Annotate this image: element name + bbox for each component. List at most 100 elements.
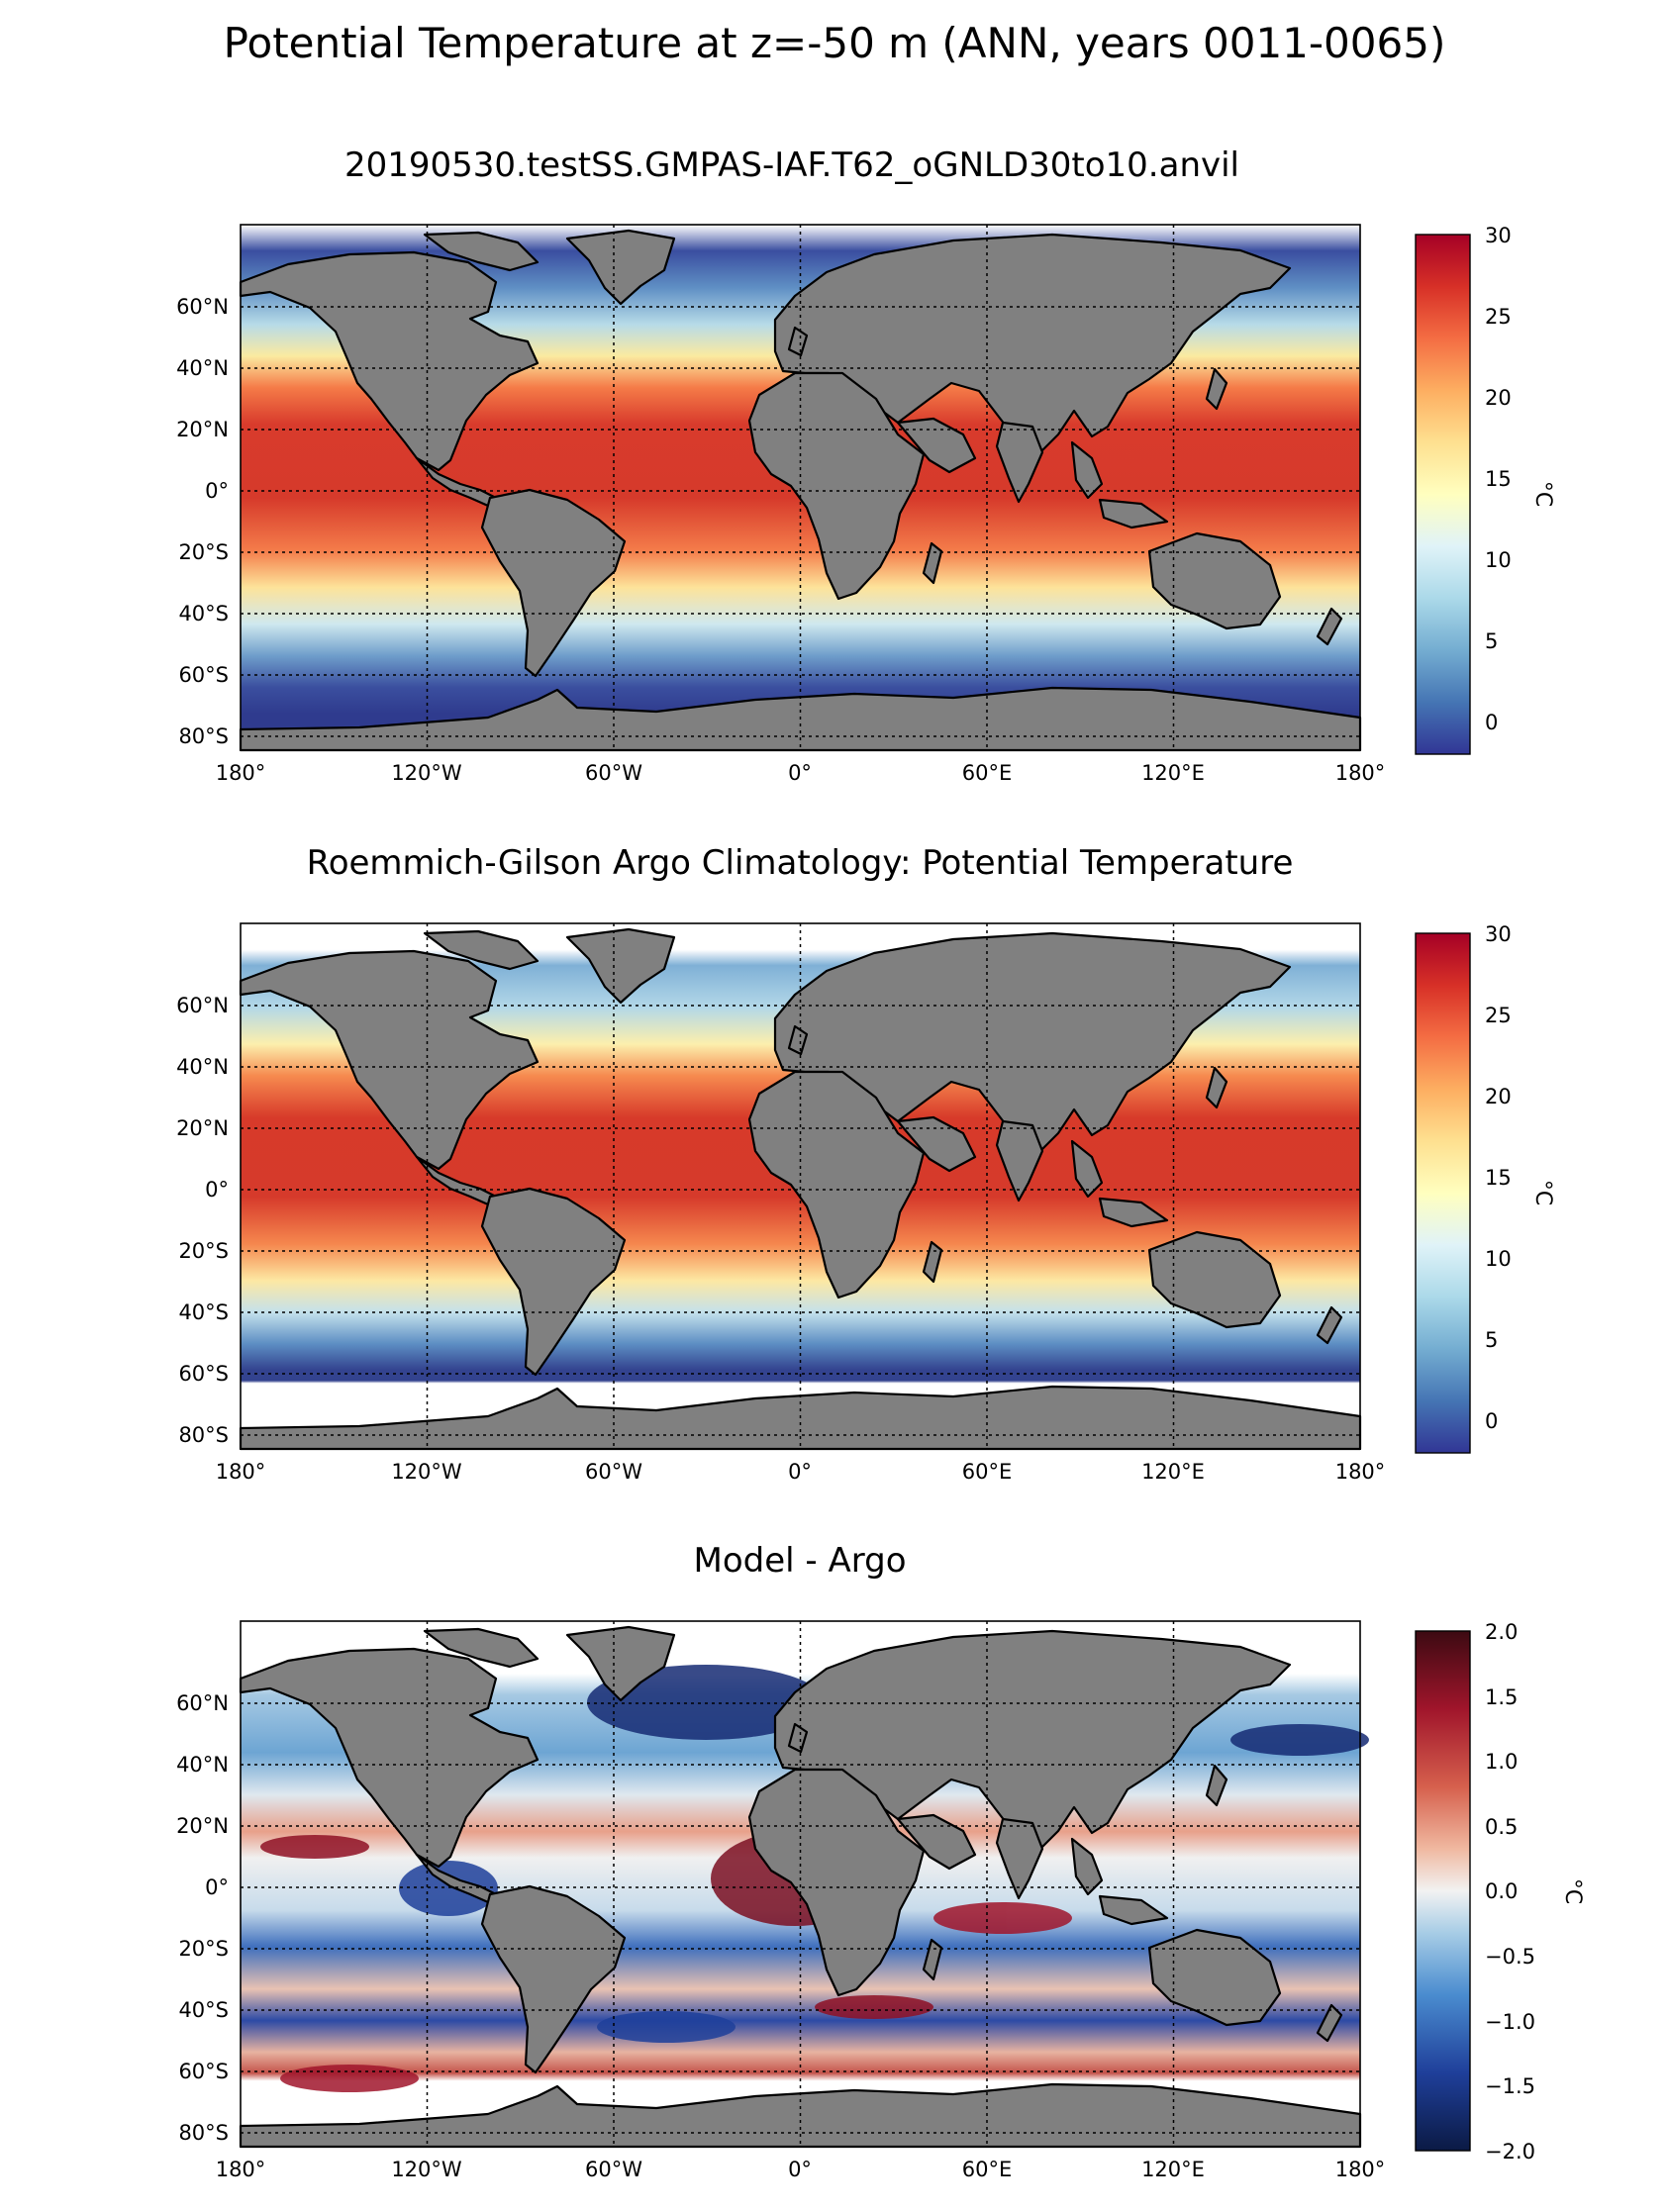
lat-tick: 60°S bbox=[178, 663, 229, 687]
lon-tick: 0° bbox=[788, 2158, 812, 2181]
colorbar-tick: −1.5 bbox=[1485, 2074, 1535, 2098]
gridlines bbox=[241, 225, 1360, 750]
lat-tick: 60°N bbox=[176, 1691, 229, 1715]
lon-tick: 120°W bbox=[391, 761, 462, 785]
lat-tick: 0° bbox=[205, 1178, 229, 1202]
lat-tick: 20°N bbox=[176, 1116, 229, 1140]
lon-tick: 180° bbox=[1335, 1460, 1386, 1484]
colorbar-tick: −0.5 bbox=[1485, 1945, 1535, 1969]
lat-tick: 20°S bbox=[178, 1239, 229, 1263]
map-frame bbox=[240, 1620, 1361, 2148]
panel-title: Model - Argo bbox=[694, 1541, 907, 1581]
lat-tick: 80°S bbox=[178, 1423, 229, 1447]
lat-tick: 40°S bbox=[178, 1300, 229, 1324]
colorbar-ramp bbox=[1415, 932, 1471, 1454]
colorbar-tick: 20 bbox=[1485, 386, 1512, 410]
lon-tick: 0° bbox=[788, 1460, 812, 1484]
lon-tick: 60°W bbox=[585, 761, 642, 785]
colorbar-tick: 30 bbox=[1485, 922, 1512, 946]
lon-tick-labels: 180° 120°W 60°W 0° 60°E 120°E 180° bbox=[216, 2158, 1386, 2181]
colorbar-tick: 2.0 bbox=[1485, 1620, 1518, 1644]
colorbar: 2.0 1.5 1.0 0.5 0.0 −0.5 −1.0 −1.5 −2.0 … bbox=[1415, 1620, 1585, 2164]
lon-tick: 180° bbox=[216, 761, 266, 785]
lat-tick: 40°S bbox=[178, 602, 229, 625]
lat-tick: 40°N bbox=[176, 1055, 229, 1079]
lat-tick: 40°S bbox=[178, 1998, 229, 2022]
lat-tick: 80°S bbox=[178, 724, 229, 748]
lon-tick-labels: 180° 120°W 60°W 0° 60°E 120°E 180° bbox=[216, 1460, 1386, 1484]
colorbar-ramp bbox=[1415, 1630, 1471, 2152]
colorbar-tick: 25 bbox=[1485, 305, 1512, 329]
lat-tick: 60°S bbox=[178, 2060, 229, 2083]
lon-tick: 180° bbox=[216, 1460, 266, 1484]
lon-tick: 180° bbox=[1335, 2158, 1386, 2181]
colorbar-tick: 15 bbox=[1485, 1166, 1512, 1190]
panel-model: 20190530.testSS.GMPAS-IAF.T62_oGNLD30to1… bbox=[176, 145, 1555, 785]
lon-tick: 60°E bbox=[962, 2158, 1013, 2181]
lon-tick: 120°W bbox=[391, 2158, 462, 2181]
lat-tick: 20°S bbox=[178, 1937, 229, 1961]
colorbar-tick: 10 bbox=[1485, 1247, 1512, 1271]
colorbar-tick: 20 bbox=[1485, 1085, 1512, 1108]
colorbar: 30 25 20 15 10 5 0 °C bbox=[1415, 224, 1555, 755]
lat-tick: 20°S bbox=[178, 540, 229, 564]
colorbar-tick: 5 bbox=[1485, 629, 1498, 653]
lat-tick: 60°N bbox=[176, 994, 229, 1017]
lon-tick: 120°E bbox=[1141, 2158, 1205, 2181]
lat-tick: 40°N bbox=[176, 356, 229, 380]
lon-tick: 180° bbox=[1335, 761, 1386, 785]
lon-tick: 60°E bbox=[962, 1460, 1013, 1484]
colorbar-tick: −1.0 bbox=[1485, 2010, 1535, 2034]
colorbar-label: °C bbox=[1530, 481, 1555, 507]
map-frame bbox=[240, 922, 1361, 1450]
colorbar-tick: 1.0 bbox=[1485, 1750, 1518, 1774]
panel-title: Roemmich-Gilson Argo Climatology: Potent… bbox=[307, 843, 1294, 883]
colorbar-tick: 5 bbox=[1485, 1328, 1498, 1352]
colorbar-tick: 15 bbox=[1485, 467, 1512, 491]
lon-tick: 60°W bbox=[585, 1460, 642, 1484]
lat-tick: 0° bbox=[205, 479, 229, 503]
colorbar-tick: 0 bbox=[1485, 711, 1498, 734]
lon-tick-labels: 180° 120°W 60°W 0° 60°E 120°E 180° bbox=[216, 761, 1386, 785]
colorbar-tick: −2.0 bbox=[1485, 2140, 1535, 2164]
map-frame bbox=[240, 224, 1361, 751]
figure-title: Potential Temperature at z=-50 m (ANN, y… bbox=[224, 19, 1446, 67]
gridlines bbox=[241, 923, 1360, 1449]
lat-tick-labels: 60°N 40°N 20°N 0° 20°S 40°S 60°S 80°S bbox=[176, 295, 229, 748]
lat-tick: 40°N bbox=[176, 1753, 229, 1777]
lon-tick: 0° bbox=[788, 761, 812, 785]
map-axes bbox=[239, 1620, 1369, 2149]
lat-tick: 60°N bbox=[176, 295, 229, 319]
lat-tick-labels: 60°N 40°N 20°N 0° 20°S 40°S 60°S 80°S bbox=[176, 1691, 229, 2145]
lat-tick: 60°S bbox=[178, 1362, 229, 1386]
colorbar-tick: 0.0 bbox=[1485, 1879, 1518, 1903]
lon-tick: 60°E bbox=[962, 761, 1013, 785]
colorbar-label: °C bbox=[1560, 1878, 1585, 1904]
map-axes bbox=[239, 224, 1362, 752]
colorbar-tick: 0 bbox=[1485, 1409, 1498, 1433]
lat-tick: 20°N bbox=[176, 1814, 229, 1838]
gridlines bbox=[241, 1621, 1360, 2147]
panel-title: 20190530.testSS.GMPAS-IAF.T62_oGNLD30to1… bbox=[344, 145, 1239, 185]
colorbar: 30 25 20 15 10 5 0 °C bbox=[1415, 922, 1555, 1454]
colorbar-tick: 1.5 bbox=[1485, 1685, 1518, 1709]
lat-tick: 20°N bbox=[176, 418, 229, 441]
lat-tick-labels: 60°N 40°N 20°N 0° 20°S 40°S 60°S 80°S bbox=[176, 994, 229, 1447]
panel-argo: Roemmich-Gilson Argo Climatology: Potent… bbox=[176, 843, 1555, 1484]
lon-tick: 180° bbox=[216, 2158, 266, 2181]
lon-tick: 120°E bbox=[1141, 1460, 1205, 1484]
lon-tick: 60°W bbox=[585, 2158, 642, 2181]
colorbar-tick: 25 bbox=[1485, 1004, 1512, 1027]
lon-tick: 120°W bbox=[391, 1460, 462, 1484]
colorbar-tick: 10 bbox=[1485, 548, 1512, 572]
lat-tick: 0° bbox=[205, 1875, 229, 1899]
panel-difference: Model - Argo bbox=[176, 1541, 1585, 2181]
lon-tick: 120°E bbox=[1141, 761, 1205, 785]
colorbar-ramp bbox=[1415, 234, 1471, 755]
colorbar-label: °C bbox=[1530, 1180, 1555, 1205]
colorbar-tick: 0.5 bbox=[1485, 1815, 1518, 1839]
lat-tick: 80°S bbox=[178, 2121, 229, 2145]
map-axes bbox=[239, 922, 1362, 1451]
colorbar-tick: 30 bbox=[1485, 224, 1512, 247]
